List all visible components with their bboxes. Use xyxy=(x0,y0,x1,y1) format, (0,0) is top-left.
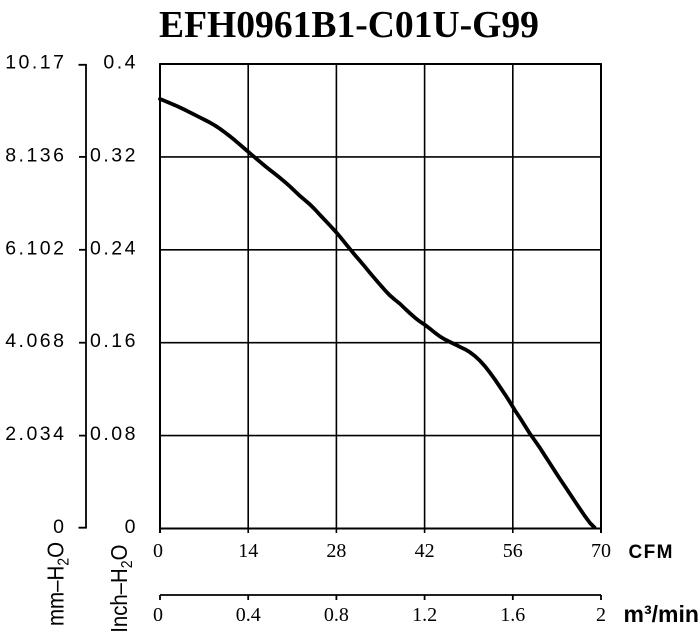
svg-text:1.2: 1.2 xyxy=(412,604,437,626)
svg-text:42: 42 xyxy=(415,540,435,562)
svg-text:0: 0 xyxy=(153,540,163,562)
svg-text:0: 0 xyxy=(125,516,138,538)
svg-text:0.4: 0.4 xyxy=(103,52,138,74)
svg-text:8.136: 8.136 xyxy=(5,144,66,166)
svg-text:70: 70 xyxy=(591,540,611,562)
svg-text:0: 0 xyxy=(53,516,66,538)
svg-text:10.17: 10.17 xyxy=(5,52,66,74)
svg-text:0.4: 0.4 xyxy=(236,604,261,626)
svg-text:0.16: 0.16 xyxy=(90,330,138,352)
svg-text:EFH0961B1-C01U-G99: EFH0961B1-C01U-G99 xyxy=(159,5,539,46)
svg-text:2.034: 2.034 xyxy=(5,423,66,445)
svg-text:56: 56 xyxy=(503,540,523,562)
svg-text:m³/min: m³/min xyxy=(624,601,699,627)
svg-text:mm–H2O: mm–H2O xyxy=(43,542,73,626)
svg-text:0.08: 0.08 xyxy=(90,423,138,445)
svg-text:14: 14 xyxy=(238,540,258,562)
svg-text:CFM: CFM xyxy=(629,542,674,563)
svg-text:Inch–H2O: Inch–H2O xyxy=(106,545,136,633)
svg-text:28: 28 xyxy=(326,540,346,562)
svg-text:6.102: 6.102 xyxy=(5,237,66,259)
svg-text:1.6: 1.6 xyxy=(500,604,525,626)
svg-text:0: 0 xyxy=(153,604,163,626)
svg-text:0.32: 0.32 xyxy=(90,144,138,166)
svg-text:0.8: 0.8 xyxy=(324,604,349,626)
svg-text:0.24: 0.24 xyxy=(90,237,138,259)
svg-text:4.068: 4.068 xyxy=(5,330,66,352)
svg-text:2: 2 xyxy=(596,604,606,626)
